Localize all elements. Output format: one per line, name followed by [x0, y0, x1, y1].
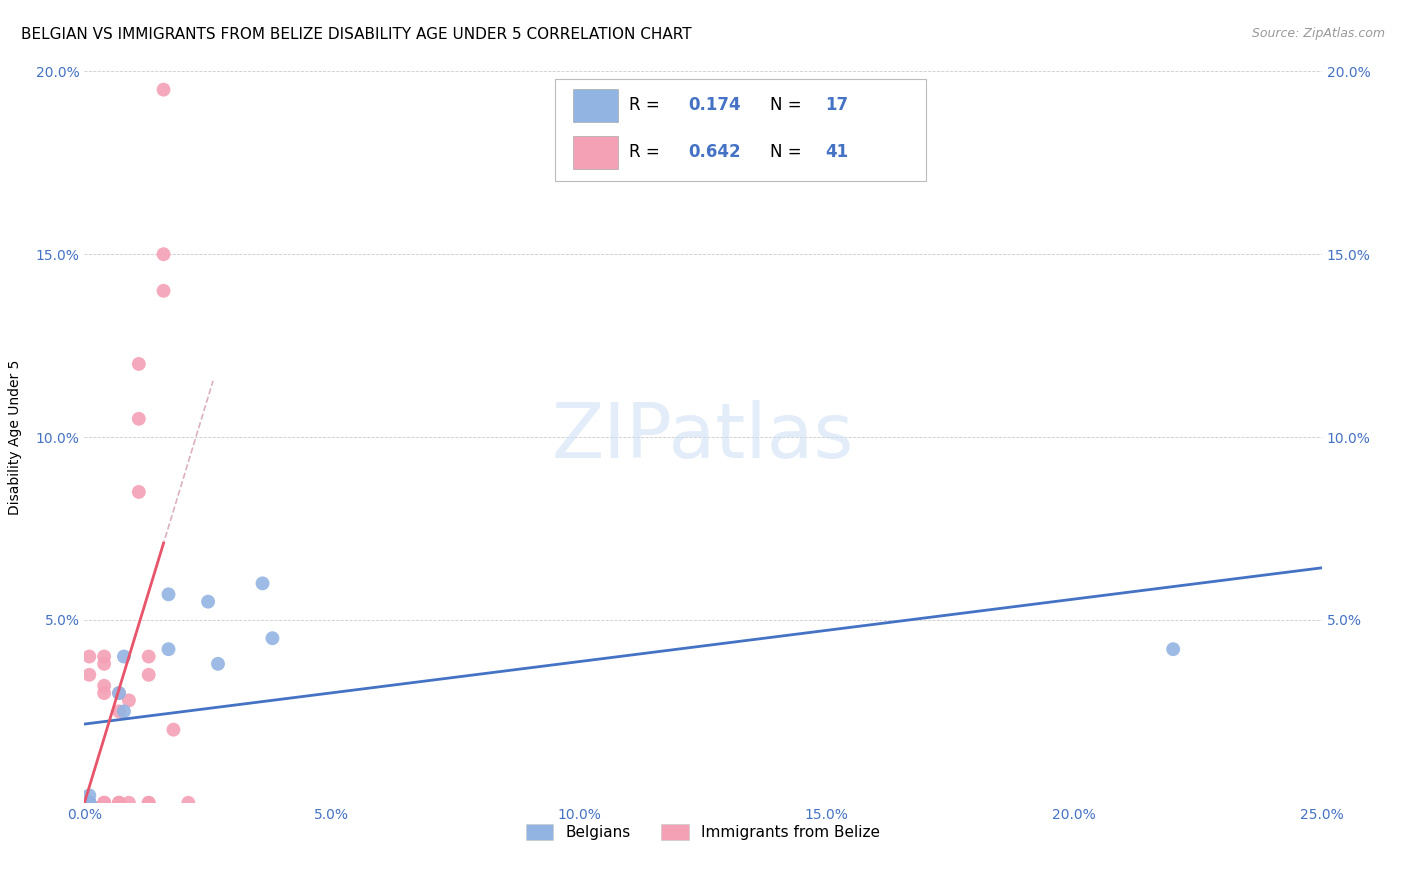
- Point: [162, 723, 184, 737]
- Point: [79, 796, 101, 810]
- Point: [79, 667, 101, 681]
- Point: [93, 679, 115, 693]
- Point: [112, 649, 135, 664]
- Point: [79, 796, 101, 810]
- Point: [79, 649, 101, 664]
- Point: [157, 587, 180, 601]
- Point: [118, 693, 141, 707]
- Point: [93, 796, 115, 810]
- Point: [128, 485, 150, 500]
- Point: [79, 796, 101, 810]
- Point: [112, 705, 135, 719]
- Point: [138, 667, 160, 681]
- Point: [118, 796, 141, 810]
- Point: [79, 796, 101, 810]
- Point: [79, 796, 101, 810]
- Point: [79, 796, 101, 810]
- Point: [152, 82, 174, 96]
- Point: [1161, 642, 1184, 657]
- Point: [79, 796, 101, 810]
- Point: [152, 284, 174, 298]
- Text: Source: ZipAtlas.com: Source: ZipAtlas.com: [1251, 27, 1385, 40]
- Point: [177, 796, 200, 810]
- Point: [108, 796, 131, 810]
- Point: [93, 686, 115, 700]
- Point: [79, 796, 101, 810]
- Point: [128, 357, 150, 371]
- Point: [197, 594, 219, 608]
- Point: [108, 796, 131, 810]
- Point: [79, 796, 101, 810]
- Point: [108, 686, 131, 700]
- Point: [157, 642, 180, 657]
- Point: [79, 796, 101, 810]
- Point: [207, 657, 229, 671]
- Point: [108, 796, 131, 810]
- Point: [79, 796, 101, 810]
- Legend: Belgians, Immigrants from Belize: Belgians, Immigrants from Belize: [520, 818, 886, 847]
- Point: [262, 632, 284, 646]
- Point: [79, 796, 101, 810]
- Point: [79, 796, 101, 810]
- Point: [152, 247, 174, 261]
- Point: [93, 649, 115, 664]
- Point: [79, 796, 101, 810]
- Point: [79, 789, 101, 803]
- Point: [128, 412, 150, 426]
- Point: [93, 657, 115, 671]
- Point: [79, 796, 101, 810]
- Point: [93, 796, 115, 810]
- Point: [79, 796, 101, 810]
- Point: [138, 649, 160, 664]
- Point: [79, 796, 101, 810]
- Point: [138, 796, 160, 810]
- Text: ZIPatlas: ZIPatlas: [551, 401, 855, 474]
- Point: [79, 796, 101, 810]
- Point: [138, 796, 160, 810]
- Point: [108, 686, 131, 700]
- Point: [93, 796, 115, 810]
- Y-axis label: Disability Age Under 5: Disability Age Under 5: [8, 359, 21, 515]
- Point: [79, 796, 101, 810]
- Point: [108, 705, 131, 719]
- Point: [252, 576, 274, 591]
- Text: BELGIAN VS IMMIGRANTS FROM BELIZE DISABILITY AGE UNDER 5 CORRELATION CHART: BELGIAN VS IMMIGRANTS FROM BELIZE DISABI…: [21, 27, 692, 42]
